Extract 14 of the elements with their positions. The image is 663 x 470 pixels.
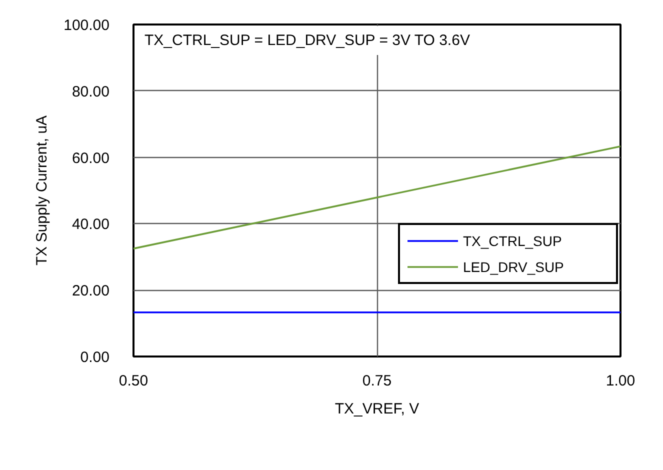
y-tick-label: 60.00 <box>72 150 110 167</box>
x-tick-label: 0.75 <box>362 372 392 390</box>
annotation: TX_CTRL_SUP = LED_DRV_SUP = 3V TO 3.6V <box>144 32 470 49</box>
y-tick-label: 20.00 <box>72 282 110 300</box>
x-tick-label: 0.50 <box>118 372 148 390</box>
y-axis-title: TX Supply Current, uA <box>34 115 51 266</box>
x-axis-title: TX_VREF, V <box>334 400 420 418</box>
y-tick-label: 100.00 <box>64 17 110 34</box>
y-tick-label: 40.00 <box>72 216 110 234</box>
legend-label: TX_CTRL_SUP <box>463 232 563 249</box>
legend-label: LED_DRV_SUP <box>463 258 565 275</box>
x-tick-label: 1.00 <box>606 372 636 390</box>
y-tick-label: 0.00 <box>80 349 110 366</box>
y-tick-label: 80.00 <box>72 83 110 100</box>
